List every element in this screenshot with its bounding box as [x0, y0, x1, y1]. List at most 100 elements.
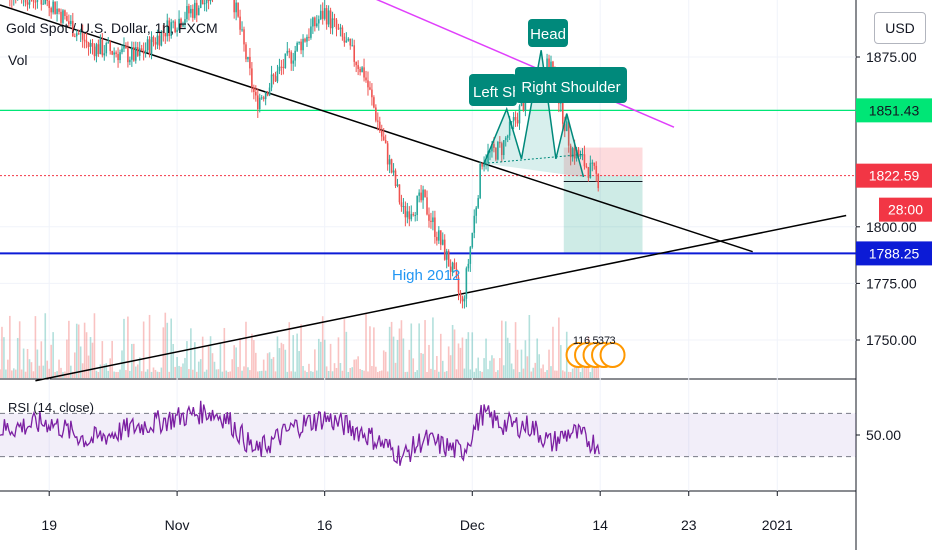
candle-body: [199, 0, 202, 8]
candle-body: [127, 48, 129, 63]
right-shoulder-label: Right Shoulder: [521, 79, 620, 96]
candle-body: [355, 61, 357, 66]
date-tick-label: 23: [681, 517, 697, 533]
volume-bar: [377, 371, 379, 378]
ascending-trendline[interactable]: [35, 214, 847, 382]
candle-body: [79, 33, 82, 35]
volume-bar: [0, 369, 1, 378]
candle-body: [117, 53, 119, 61]
head-label-box[interactable]: [528, 19, 568, 47]
candle-body: [131, 47, 133, 60]
candle-body: [550, 61, 552, 72]
right-shoulder-label-box[interactable]: [515, 67, 627, 103]
volume-label[interactable]: Vol: [8, 52, 28, 68]
short-position-tool[interactable]: [563, 147, 643, 254]
symbol-title[interactable]: Gold Spot / U.S. Dollar, 1h, FXCM: [6, 20, 218, 36]
volume-bar: [123, 318, 125, 378]
candle-body: [109, 42, 111, 51]
volume-bar: [394, 362, 397, 378]
volume-bar: [73, 352, 76, 378]
volume-bar: [205, 369, 208, 378]
currency-button[interactable]: USD: [874, 12, 926, 44]
candle-body: [438, 230, 440, 241]
volume-bar: [5, 369, 7, 378]
candle-body: [404, 206, 407, 218]
candle-body: [414, 215, 417, 217]
volume-bar: [296, 333, 298, 378]
volume-bar: [103, 364, 106, 378]
volume-bar: [219, 342, 222, 378]
candle-body: [72, 20, 74, 37]
candle-body: [160, 31, 163, 46]
rsi-label[interactable]: RSI (14, close): [8, 400, 94, 415]
volume-bar: [392, 336, 395, 378]
neckline[interactable]: [484, 153, 584, 164]
candle-body: [465, 268, 468, 299]
candle-body: [319, 10, 322, 20]
volume-bar: [101, 341, 104, 378]
candle-body: [46, 0, 49, 1]
volume-bar: [87, 355, 90, 378]
pattern-labels[interactable]: Head Left Sh Right Shoulder High 2012: [392, 19, 627, 284]
volume-bar: [573, 361, 576, 378]
volume-bar: [256, 371, 259, 378]
head-and-shoulders-pattern[interactable]: [483, 50, 585, 178]
candle-body: [170, 22, 172, 37]
volume-bar: [146, 369, 149, 378]
event-marker[interactable]: [599, 342, 626, 368]
volume-bar: [406, 371, 409, 378]
volume-bar: [489, 360, 491, 378]
candle-body: [333, 18, 336, 20]
candle-body: [394, 170, 397, 186]
candle-body: [294, 50, 296, 61]
candle-body: [353, 45, 356, 62]
pattern-outline[interactable]: [483, 50, 585, 178]
candle-body: [68, 21, 70, 25]
left-shoulder-label-box[interactable]: [469, 74, 517, 106]
volume-bar: [160, 367, 163, 378]
candle-body: [158, 35, 161, 46]
volume-bar: [247, 367, 249, 378]
volume-bar: [195, 371, 198, 378]
volume-bar: [97, 371, 100, 378]
volume-bar: [221, 371, 224, 378]
volume-bar: [355, 359, 357, 378]
candle-body: [469, 247, 472, 264]
candle-body: [392, 170, 395, 173]
volume-bar: [235, 347, 237, 378]
candle-body: [461, 296, 464, 302]
economic-events[interactable]: 11 6 5 37 3: [565, 335, 626, 368]
volume-bar: [268, 352, 271, 378]
candle-body: [335, 19, 338, 29]
volume-bar: [347, 371, 350, 378]
candle-body: [500, 143, 503, 156]
candle-body: [296, 42, 298, 51]
candle-body: [457, 277, 460, 293]
volume-bar: [264, 370, 267, 378]
candle-body: [241, 29, 243, 31]
candle-body: [363, 67, 365, 78]
candle-body: [479, 163, 481, 199]
volume-bar: [443, 371, 446, 378]
candle-body: [471, 232, 474, 248]
candle-body: [260, 97, 263, 99]
take-profit-zone[interactable]: [563, 175, 643, 254]
candle-body: [351, 45, 354, 47]
volume-bar: [231, 359, 234, 378]
candle-body: [506, 135, 509, 138]
candle-body: [99, 39, 102, 55]
candle-body: [475, 207, 478, 216]
candle-body: [60, 11, 62, 23]
candle-body: [398, 184, 401, 203]
volume-bar: [58, 359, 60, 378]
date-tick-label: Nov: [165, 517, 190, 533]
price-tick-label: 1800.00: [866, 219, 917, 235]
volume-bar: [176, 356, 178, 378]
candle-timer-label: 28:00: [888, 202, 923, 218]
horizontal-levels[interactable]: [0, 109, 856, 255]
volume-bar: [26, 348, 29, 378]
candle-timer-badge: [879, 197, 932, 222]
volume-bar: [375, 366, 377, 378]
volume-bar: [414, 371, 417, 378]
